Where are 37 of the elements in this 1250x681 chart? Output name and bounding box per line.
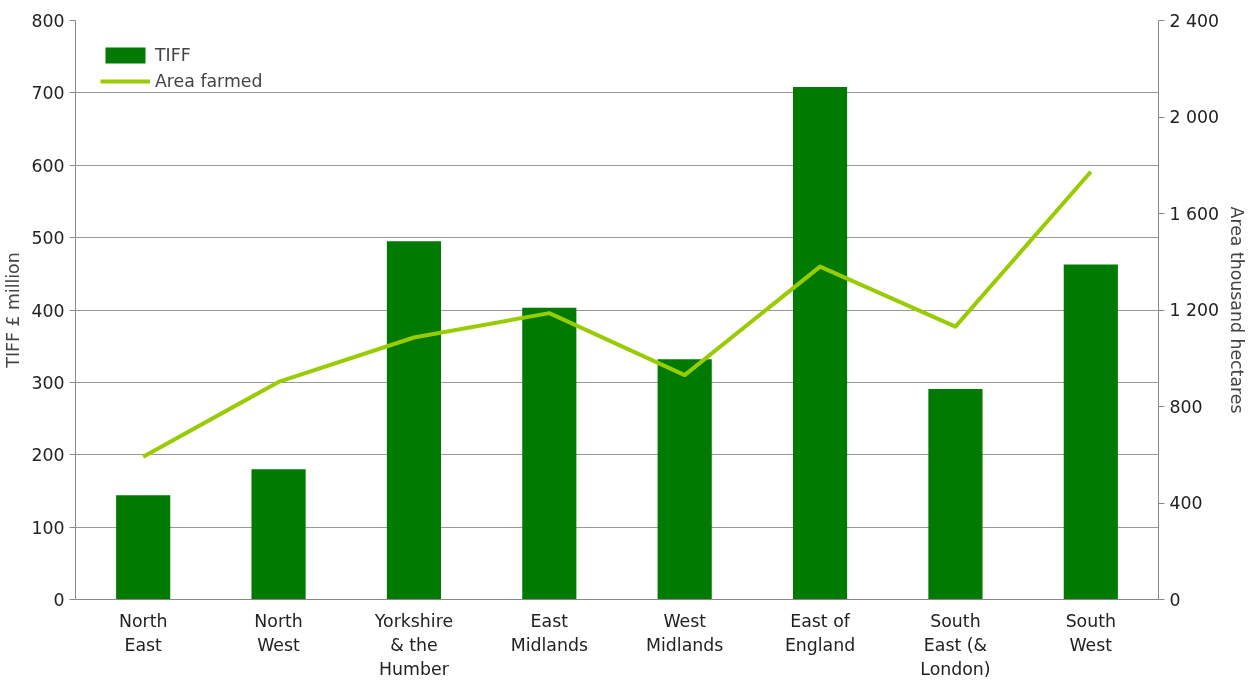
x-tick-label: West Midlands <box>646 610 724 655</box>
y2-tick-label: 400 <box>1169 493 1203 513</box>
x-tick-label: North West <box>254 610 303 655</box>
x-tick-label: South East (& London) <box>920 610 991 679</box>
y-tick-label: 800 <box>31 11 65 31</box>
line-series <box>141 169 1093 459</box>
y2-tick-label: 2 000 <box>1169 107 1220 127</box>
x-tick-label: Yorkshire & the Humber <box>373 610 454 679</box>
y2-tick-label: 2 400 <box>1169 10 1220 31</box>
y-axis-title: TIFF £ million <box>3 252 24 369</box>
bar <box>928 388 983 600</box>
legend-label: Area farmed <box>155 71 263 91</box>
y2-tick-label: 1 600 <box>1169 203 1220 224</box>
y2-tick-label: 800 <box>1169 396 1203 417</box>
y2-tick-label: 1 200 <box>1169 300 1220 320</box>
y-tick-label: 0 <box>53 590 65 610</box>
bar <box>251 469 306 600</box>
y2-tick-label: 0 <box>1169 589 1181 610</box>
legend-label: TIFF <box>155 45 191 65</box>
y-tick-label: 600 <box>31 155 65 176</box>
x-tick-label: East of England <box>784 610 856 655</box>
y2-axis-title: Area thousand hectares <box>1227 206 1248 414</box>
y-tick-label: 100 <box>31 517 65 538</box>
y-tick-label: 700 <box>31 83 65 104</box>
bar <box>386 241 442 600</box>
y-tick-label: 200 <box>31 445 65 466</box>
bar <box>116 495 171 600</box>
x-tick-label: South West <box>1065 610 1117 655</box>
x-tick-label: North East <box>118 610 168 655</box>
y-tick-label: 400 <box>31 300 65 321</box>
bar <box>522 307 577 600</box>
bar <box>792 87 848 600</box>
y-tick-label: 300 <box>31 372 65 393</box>
bar <box>657 359 712 600</box>
x-tick-label: East Midlands <box>510 610 588 655</box>
bar <box>1063 264 1118 600</box>
y-tick-label: 500 <box>31 228 65 249</box>
